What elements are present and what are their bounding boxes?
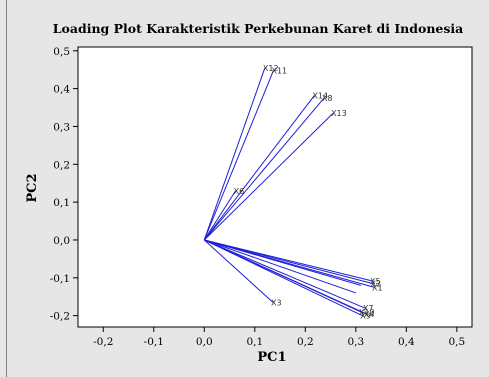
y-tick-label: 0,2 [53,159,70,171]
loading-vectors [203,67,375,317]
loading-vector-x7 [204,239,366,309]
loading-vector [204,239,356,294]
chart-title: Loading Plot Karakteristik Perkebunan Ka… [53,21,464,36]
loading-vector-x12 [203,67,266,241]
loading-vector-x2 [204,239,373,284]
loading-label-x9: X9 [360,312,371,321]
y-tick-label: -0,2 [50,311,70,323]
loading-vector-x4 [204,239,367,315]
loading-label-x6: X6 [234,187,245,196]
y-tick-label: 0,3 [53,121,70,133]
x-tick-label: 0,0 [196,336,213,348]
loading-label-x1: X1 [372,283,383,292]
loading-label-x7: X7 [363,304,374,313]
x-tick-label: 0,1 [246,336,263,348]
loading-vector-x14 [203,95,315,241]
y-tick-label: 0,1 [53,197,70,209]
y-axis-label: PC2 [25,173,40,202]
loading-label-x14: X14 [312,91,328,100]
loading-vector-x6 [203,190,237,241]
x-axis-label: PC1 [257,350,286,365]
y-tick-label: 0,0 [53,235,70,247]
loading-vector-x9 [204,239,363,317]
plot-area [77,46,473,328]
x-tick-label: -0,1 [144,336,164,348]
loading-label-x13: X13 [331,109,347,118]
loading-vector-x8 [203,97,325,241]
x-tick-label: 0,3 [347,336,364,348]
frame-edge-line [6,0,7,377]
loading-label-x8: X8 [322,94,333,103]
loading-label-x3: X3 [271,298,282,307]
y-tick-label: -0,1 [50,273,70,285]
loading-vector-x3 [203,239,274,303]
loading-label-x2: X2 [370,279,381,288]
loading-label-x11: X11 [271,66,287,75]
x-tick-label: 0,4 [398,336,415,348]
x-tick-label: 0,2 [297,336,314,348]
axis-ticks: -0,2 -0,1 0,0 0,1 0,2 0,3 0,4 0,5 -0,2 -0,1 0,0 0,1… [50,46,465,348]
loading-vector-x13 [203,112,334,241]
loading-label-x5: X5 [370,277,381,286]
loading-vector-x11 [203,70,274,241]
loading-label-x4: X4 [364,310,375,319]
loading-label-x12: X12 [263,64,279,73]
x-tick-label: -0,2 [93,336,113,348]
loading-label-x10: X10 [359,308,375,317]
y-tick-label: 0,5 [53,46,70,58]
x-tick-label: 0,5 [448,336,465,348]
y-tick-label: 0,4 [53,84,70,96]
loading-vector [204,239,362,286]
